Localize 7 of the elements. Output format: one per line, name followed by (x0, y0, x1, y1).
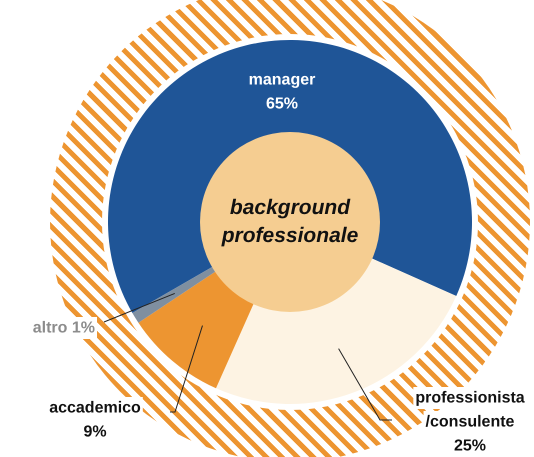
data-label: 25% (454, 437, 486, 454)
slice-label: altro 1% (32, 319, 95, 336)
slice-label: manager (248, 71, 316, 88)
data-label: 9% (83, 423, 107, 440)
data-label: 65% (266, 95, 298, 112)
slice-label: accademico (49, 399, 142, 416)
slice-label: professionista /consulente (415, 389, 525, 430)
